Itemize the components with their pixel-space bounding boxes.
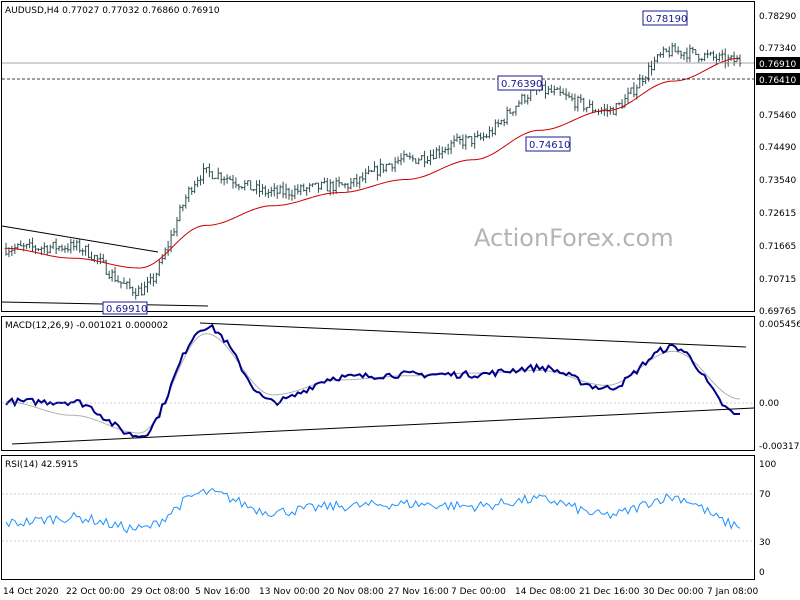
macd-panel-title: MACD(12,26,9) -0.001021 0.000002 xyxy=(5,321,168,331)
macd-tick: -0.003178 xyxy=(759,442,800,452)
rsi-tick: 30 xyxy=(759,538,771,548)
price-tick: 0.72615 xyxy=(759,209,796,219)
annotation-low-1: 0.74610 xyxy=(525,136,571,152)
macd-axis: 0.005456 0.00 -0.003178 xyxy=(759,320,800,452)
macd-lower-trendline xyxy=(11,407,755,445)
level-price-box xyxy=(756,73,800,85)
annotation-low-2-label: 0.69910 xyxy=(106,304,147,315)
price-tick: 0.77340 xyxy=(759,44,796,54)
price-series-layer xyxy=(4,42,742,300)
annotation-high-2: 0.76390 xyxy=(497,75,543,91)
rsi-panel-title: RSI(14) 42.5915 xyxy=(5,460,78,470)
macd-panel xyxy=(1,316,755,451)
time-tick: 14 Oct 2020 xyxy=(3,587,59,597)
time-tick: 7 Jan 08:00 xyxy=(707,587,759,597)
rsi-tick: 70 xyxy=(759,490,771,500)
level-price-label: 0.76410 xyxy=(759,76,796,86)
rsi-tick: 0 xyxy=(759,568,765,578)
rsi-axis: 100 70 30 0 xyxy=(759,460,776,578)
macd-tick: 0.00 xyxy=(759,399,779,409)
macd-upper-trendline xyxy=(199,322,747,348)
current-price-label: 0.76910 xyxy=(759,60,796,70)
macd-series-layer xyxy=(5,323,741,439)
time-tick: 5 Nov 16:00 xyxy=(195,587,250,597)
time-tick: 29 Oct 08:00 xyxy=(131,587,190,597)
channel-upper-line xyxy=(1,225,159,253)
annotation-high-1: 0.78190 xyxy=(642,10,688,26)
annotation-high-2-label: 0.76390 xyxy=(501,79,542,90)
current-price-box xyxy=(756,57,800,69)
macd-tick: 0.005456 xyxy=(759,320,800,330)
time-tick: 22 Oct 00:00 xyxy=(66,587,125,597)
time-tick: 30 Dec 00:00 xyxy=(643,587,704,597)
price-tick: 0.73540 xyxy=(759,176,796,186)
price-tick: 0.75460 xyxy=(759,111,796,121)
price-tick: 0.69765 xyxy=(759,307,796,317)
macd-main-line xyxy=(5,323,741,439)
time-tick: 7 Dec 00:00 xyxy=(451,587,506,597)
annotation-high-1-label: 0.78190 xyxy=(646,14,687,25)
price-axis: 0.78290 0.77340 0.76910 0.76410 0.75460 … xyxy=(756,12,800,317)
time-tick: 21 Dec 16:00 xyxy=(579,587,640,597)
watermark: ActionForex.com xyxy=(474,224,674,252)
time-tick: 20 Nov 08:00 xyxy=(323,587,384,597)
price-tick: 0.78290 xyxy=(759,12,796,22)
annotation-low-2: 0.69910 xyxy=(102,301,148,315)
time-axis: 14 Oct 2020 22 Oct 00:00 29 Oct 08:00 5 … xyxy=(3,587,759,597)
rsi-tick: 100 xyxy=(759,460,776,470)
price-tick: 0.70715 xyxy=(759,275,796,285)
moving-average-line xyxy=(5,57,741,269)
price-tick: 0.74490 xyxy=(759,143,796,153)
price-panel xyxy=(1,1,755,312)
rsi-panel xyxy=(1,455,755,580)
annotation-low-1-label: 0.74610 xyxy=(529,140,570,151)
time-tick: 14 Dec 08:00 xyxy=(515,587,576,597)
rsi-line xyxy=(5,487,741,534)
rsi-series-layer xyxy=(5,487,741,534)
time-tick: 13 Nov 00:00 xyxy=(259,587,320,597)
time-tick: 27 Nov 16:00 xyxy=(388,587,449,597)
price-panel-title: AUDUSD,H4 0.77027 0.77032 0.76860 0.7691… xyxy=(5,6,220,16)
price-tick: 0.71665 xyxy=(759,242,796,252)
